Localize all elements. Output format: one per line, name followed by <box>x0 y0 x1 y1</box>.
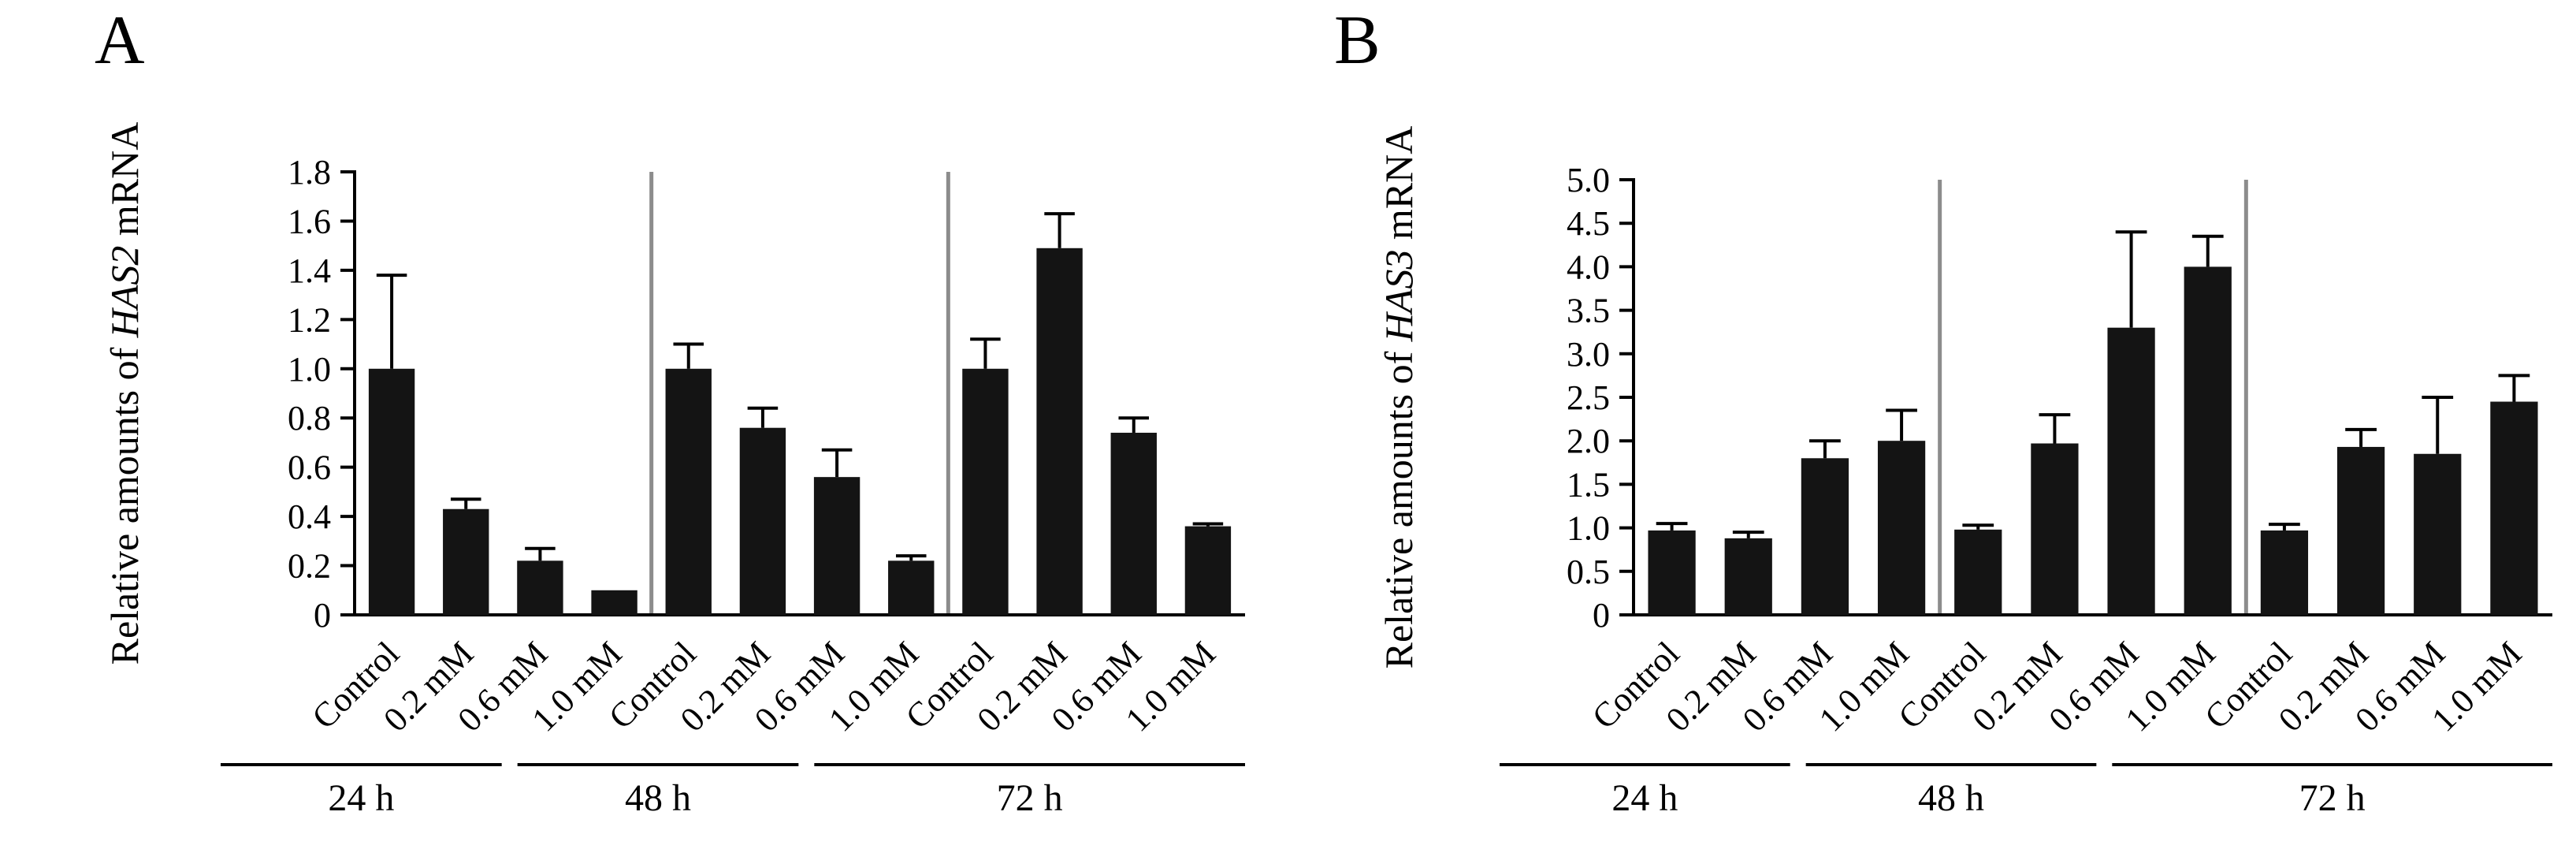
y-tick-label: 0 <box>1593 596 1610 635</box>
bar <box>2107 327 2155 615</box>
y-axis-title: Relative amounts of HAS3 mRNA <box>1377 126 1421 669</box>
bar <box>665 368 712 615</box>
y-tick-label: 0.8 <box>288 399 331 438</box>
y-tick-label: 3.0 <box>1567 335 1610 374</box>
chart-panel-a-has2-bar-chart: 0 0.2 0.4 0.6 0.8 1.0 1.2 1.4 1.6 1.8 Relative amo… <box>102 122 1245 819</box>
group-label: 72 h <box>2299 777 2366 819</box>
bar <box>1724 538 1772 615</box>
y-tick-label: 0 <box>314 596 331 635</box>
bar <box>368 368 415 615</box>
panel-a-letter: A <box>95 2 145 79</box>
bar <box>888 560 935 615</box>
bar <box>1110 432 1157 615</box>
y-tick-label: 4.5 <box>1567 204 1610 243</box>
bar <box>2336 446 2385 615</box>
y-tick-label: 0.6 <box>288 449 331 487</box>
group-label: 72 h <box>997 777 1063 819</box>
bar <box>591 590 637 615</box>
group-label: 24 h <box>328 777 394 819</box>
bar <box>1184 526 1232 615</box>
group-label: 48 h <box>625 777 691 819</box>
bar <box>2490 401 2538 615</box>
y-tick-label: 1.0 <box>1567 509 1610 548</box>
y-tick-label: 2.0 <box>1567 422 1610 460</box>
y-axis-title: Relative amounts of HAS2 mRNA <box>102 122 147 665</box>
bar <box>517 560 563 615</box>
chart-panel-b-has3-bar-chart: 0 0.5 1.0 1.5 2.0 2.5 3.0 3.5 4.0 4.5 5.0 Relative … <box>1377 126 2552 819</box>
bar <box>813 477 861 615</box>
bar <box>739 427 786 615</box>
bar <box>1036 248 1083 615</box>
y-tick-label: 0.2 <box>288 547 331 586</box>
y-tick-label: 1.8 <box>288 153 331 192</box>
y-tick-label: 1.6 <box>288 202 331 240</box>
bar <box>2414 453 2462 615</box>
y-tick-label: 1.5 <box>1567 465 1610 504</box>
y-tick-label: 1.0 <box>288 350 331 389</box>
bar <box>2184 266 2232 615</box>
y-tick-label: 0.5 <box>1567 553 1610 591</box>
y-tick-label: 1.2 <box>288 300 331 339</box>
bar <box>2031 443 2079 615</box>
y-tick-label: 5.0 <box>1567 161 1610 199</box>
y-tick-label: 1.4 <box>288 251 331 290</box>
y-tick-label: 2.5 <box>1567 378 1610 417</box>
group-label: 48 h <box>1918 777 1984 819</box>
bar <box>962 368 1009 615</box>
bar <box>1877 441 1926 615</box>
bar <box>1801 458 1849 615</box>
bar <box>2260 530 2309 615</box>
y-tick-label: 3.5 <box>1567 292 1610 330</box>
y-tick-label: 0.4 <box>288 497 331 536</box>
group-label: 24 h <box>1611 777 1678 819</box>
bar <box>443 508 489 615</box>
panel-b-letter: B <box>1334 2 1381 79</box>
bar <box>1954 529 2002 615</box>
y-tick-label: 4.0 <box>1567 248 1610 286</box>
bar <box>1648 530 1696 615</box>
